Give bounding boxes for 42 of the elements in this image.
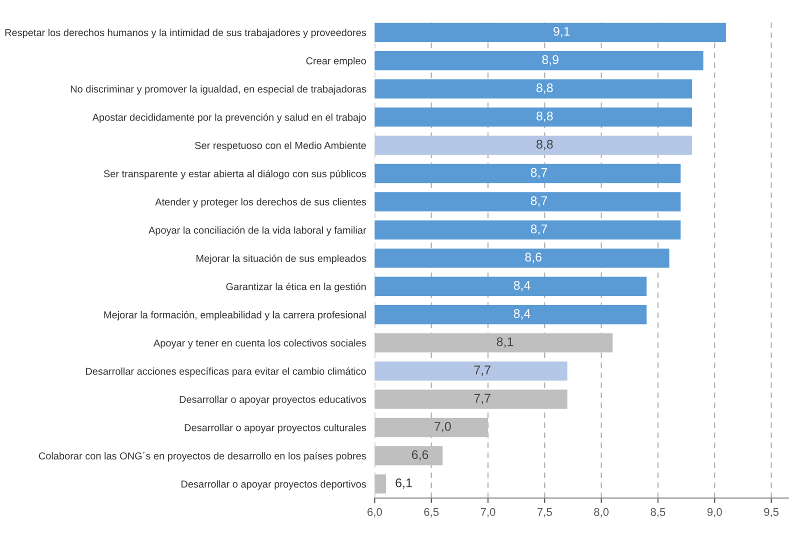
data-label: 6,1 [396, 478, 412, 489]
y-tick-label: Apoyar y tener en cuenta los colectivos sociales [153, 339, 366, 349]
data-label: 8,4 [514, 280, 530, 292]
y-tick-label: Mejorar la situación de sus empleados [196, 254, 366, 264]
x-tick-label: 7,0 [480, 508, 496, 518]
x-tick-label: 6,0 [368, 508, 382, 518]
x-tick-label: 8,5 [650, 508, 666, 518]
data-label: 8,7 [530, 196, 548, 207]
data-label: 6,6 [412, 450, 428, 461]
y-tick-label: Crear empleo [306, 57, 366, 66]
data-label: 7,0 [434, 422, 451, 432]
y-tick-label: Desarrollar o apoyar proyectos culturales [184, 424, 366, 434]
data-label: 7,7 [474, 394, 490, 404]
y-tick-label: No discriminar y promover la igualdad, en especial de trabajadoras [70, 85, 366, 95]
y-tick-label: Mejorar la formación, empleabilidad y la carrera profesional [104, 310, 366, 320]
x-tick-label: 6,5 [424, 508, 439, 518]
data-label: 8,9 [542, 55, 558, 66]
y-tick-label: Desarrollar o apoyar proyectos deportivos [182, 480, 366, 490]
data-label: 8,8 [536, 112, 553, 122]
y-tick-label: Colaborar con las ONG´s en proyectos de desarrollo en los países pobres [38, 452, 366, 462]
data-label: 8,6 [525, 252, 542, 264]
y-tick-label: Garantizar la ética en la gestión [226, 282, 366, 292]
y-tick-label: Respetar los derechos humanos y la intimidad de sus trabajadores y proveedores [5, 28, 366, 38]
x-tick-label: 9,5 [764, 508, 779, 518]
y-tick-label: Ser respetuoso con el Medio Ambiente [195, 142, 366, 152]
y-tick-label: Desarrollar o apoyar proyectos educativos [180, 396, 366, 405]
x-tick-label: 7,5 [538, 508, 552, 518]
y-tick-label: Desarrollar acciones específicas para evitar el cambio climático [86, 367, 366, 377]
y-tick-label: Apostar decididamente por la prevención y salud en el trabajo [92, 113, 366, 123]
y-tick-label: Apoyar la conciliación de la vida laboral y familiar [148, 226, 366, 236]
x-tick-label: 9,0 [707, 508, 722, 518]
y-tick-label: Atender y proteger los derechos de sus clientes [155, 198, 366, 208]
data-label: 9,1 [554, 26, 570, 38]
data-label: 8,8 [536, 140, 553, 150]
data-label: 8,7 [530, 168, 548, 178]
data-label: 8,8 [536, 83, 553, 94]
x-tick-label: 8,0 [594, 508, 609, 518]
y-tick-label: Ser transparente y estar abierta al diálogo con sus públicos [104, 170, 366, 180]
data-label: 8,4 [514, 309, 530, 320]
data-label: 8,7 [530, 224, 548, 235]
data-label: 7,7 [474, 366, 490, 376]
data-label: 8,1 [496, 337, 514, 348]
